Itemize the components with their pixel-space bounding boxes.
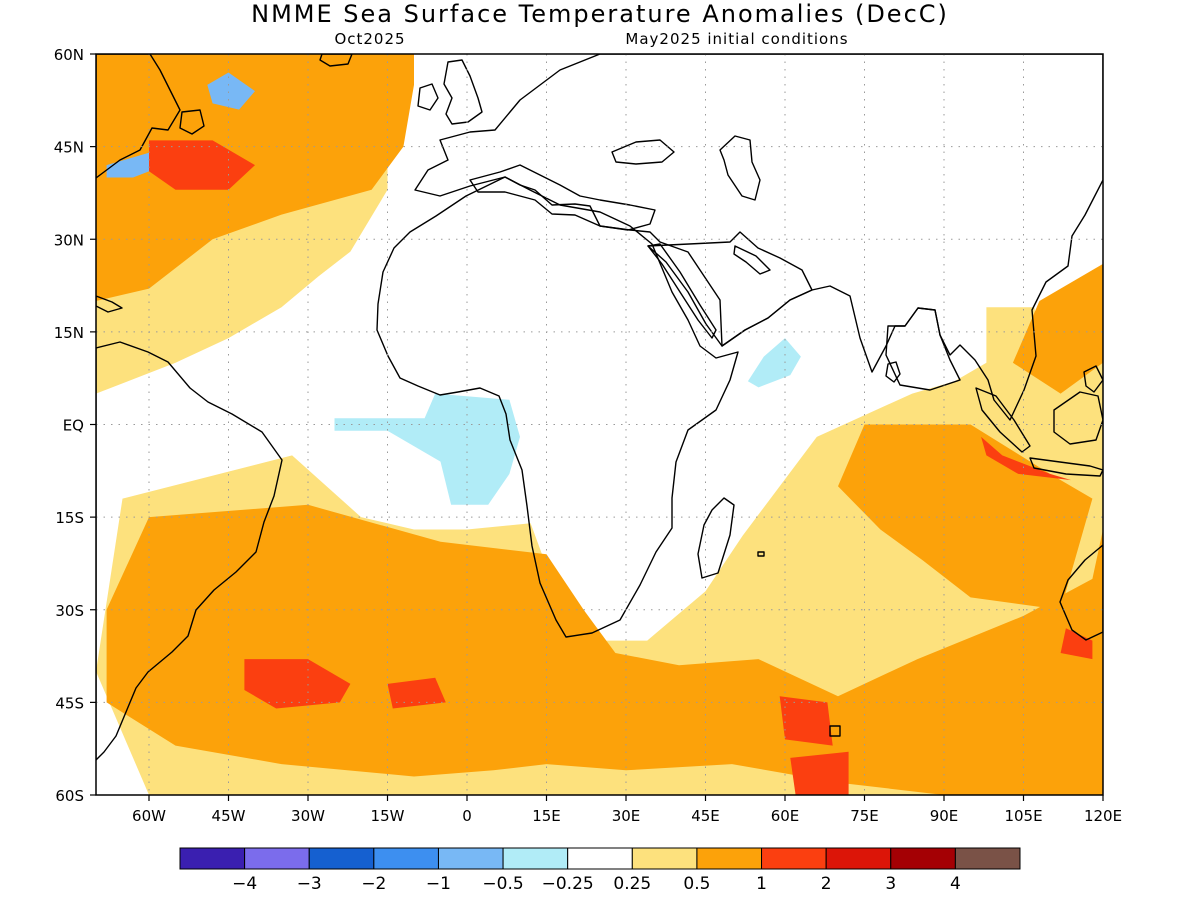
y-tick-label: 15N — [54, 324, 84, 342]
borneo-coastline — [1053, 391, 1103, 445]
anomaly-region-4-6 — [1060, 628, 1093, 660]
y-tick-label: 60S — [55, 787, 84, 805]
x-tick-label: 15E — [532, 807, 561, 825]
sri-lanka-coastline — [885, 361, 901, 383]
colorbar-tick-label: 0.25 — [613, 874, 651, 894]
anomaly-region-4-4 — [790, 751, 849, 795]
colorbar-tick-label: −3 — [297, 874, 322, 894]
caspian-sea — [719, 135, 761, 201]
mediterranean-sea — [469, 164, 656, 231]
colorbar-swatch — [696, 847, 763, 870]
colorbar-tick-label: 2 — [821, 874, 832, 894]
x-tick-label: 0 — [462, 807, 472, 825]
initial-conditions-label: May2025 initial conditions — [625, 30, 848, 48]
south-america-coastline — [96, 341, 283, 761]
colorbar-tick-label: −0.25 — [542, 874, 594, 894]
newfoundland-coastline — [179, 109, 205, 135]
bay-of-bengal — [885, 307, 961, 391]
persian-gulf — [733, 245, 771, 275]
colorbar-swatch — [437, 847, 504, 870]
y-tick-label: 45S — [55, 694, 84, 712]
x-tick-label: 45E — [691, 807, 720, 825]
x-tick-label: 30W — [291, 807, 325, 825]
mascarene-island — [757, 551, 765, 557]
kerguelen-island — [829, 725, 841, 737]
colorbar-swatch — [825, 847, 892, 870]
anomaly-region-2-0 — [334, 393, 520, 505]
colorbar-swatch — [179, 847, 246, 870]
x-tick-label: 120E — [1084, 807, 1122, 825]
colorbar-tick-label: 3 — [885, 874, 896, 894]
anomaly-region-4-5 — [981, 436, 1072, 481]
anomaly-region-1-0 — [96, 54, 414, 301]
colorbar-swatch — [244, 847, 310, 870]
colorbar-swatch — [373, 847, 439, 870]
x-tick-label: 45W — [212, 807, 246, 825]
x-tick-label: 60E — [771, 807, 800, 825]
anomaly-region-3-0 — [207, 72, 255, 110]
x-tick-label: 75E — [850, 807, 879, 825]
x-tick-label: 30E — [612, 807, 641, 825]
x-tick-label: 105E — [1004, 807, 1042, 825]
philippines-coastline — [1083, 365, 1103, 393]
madagascar-coastline — [697, 497, 735, 579]
britain-coastline — [443, 59, 483, 125]
colorbar-swatch — [761, 847, 827, 870]
colorbar-swatch — [308, 847, 375, 870]
java-coastline — [1029, 457, 1103, 477]
ireland-coastline — [417, 83, 439, 111]
x-tick-label: 90E — [930, 807, 959, 825]
colorbar-swatch — [631, 847, 698, 870]
colorbar-tick-label: 4 — [950, 874, 961, 894]
y-tick-label: EQ — [63, 417, 84, 435]
colorbar-tick-label: 0.5 — [683, 874, 710, 894]
anomaly-fill-layer — [96, 54, 1103, 795]
red-sea — [647, 243, 717, 339]
north-america-coastline — [96, 54, 181, 179]
sumatra-coastline — [975, 387, 1031, 453]
colorbar-tick-label: −0.5 — [482, 874, 523, 894]
x-tick-label: 15W — [371, 807, 405, 825]
colorbar-tick-label: −4 — [232, 874, 257, 894]
axes: 60W 45W 30W 15W 0 15E 30E 45E 60E 75E 90E 105E 120E 6… — [54, 46, 1122, 825]
y-tick-label: 30S — [55, 602, 84, 620]
chart-title: NMME Sea Surface Temperature Anomalies (… — [251, 0, 949, 28]
y-tick-label: 60N — [54, 46, 84, 64]
y-tick-label: 15S — [55, 509, 84, 527]
colorbar-swatch — [567, 847, 633, 870]
australia-coastline — [1059, 544, 1103, 641]
anomaly-region-4-3 — [779, 696, 833, 746]
anomaly-region-1-1 — [106, 504, 1103, 795]
land-layer — [96, 54, 1103, 761]
black-sea — [611, 139, 675, 165]
colorbar-swatch — [502, 847, 569, 870]
x-tick-label: 60W — [132, 807, 166, 825]
anomaly-region-1-3 — [1012, 263, 1103, 394]
colorbar-tick-label: −2 — [361, 874, 386, 894]
colorbar-tick-label: 1 — [756, 874, 767, 894]
anomaly-region-4-2 — [387, 677, 446, 709]
anomaly-region-2-1 — [747, 338, 801, 388]
colorbar-tick-label: −1 — [426, 874, 451, 894]
iceland-coastline — [319, 54, 353, 67]
caribbean-coastline — [96, 295, 123, 313]
y-tick-label: 45N — [54, 139, 84, 157]
anomaly-region-4-1 — [244, 659, 351, 709]
arabia-coastline — [647, 231, 813, 347]
y-tick-label: 30N — [54, 231, 84, 249]
africa-coastline — [376, 176, 739, 638]
colorbar-swatch — [954, 847, 1021, 870]
colorbar-swatch — [890, 847, 956, 870]
colorbar: −4 −3 −2 −1 −0.5 −0.25 0.25 0.5 1 2 3 4 — [179, 847, 1021, 894]
forecast-month-label: Oct2025 — [334, 30, 405, 48]
